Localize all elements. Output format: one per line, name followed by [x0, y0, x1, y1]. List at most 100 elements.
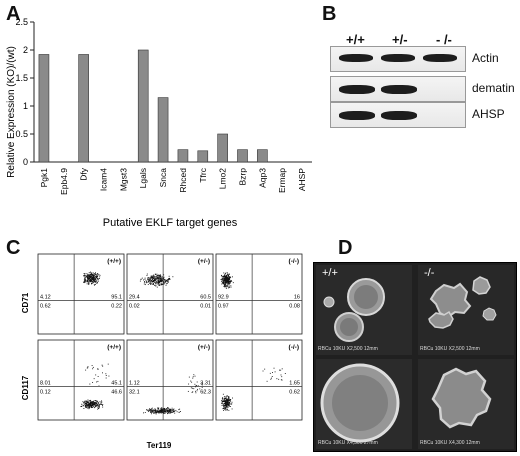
- event-dot: [167, 410, 169, 411]
- quadrant-percent: 0.01: [200, 303, 211, 309]
- event-dot: [91, 279, 93, 281]
- category-label: Epb4.9: [59, 168, 69, 195]
- event-dot: [226, 399, 228, 401]
- event-dot: [229, 398, 231, 400]
- event-dot: [224, 400, 226, 402]
- event-dot: [149, 278, 151, 280]
- event-dot: [156, 275, 158, 277]
- event-dot: [172, 411, 174, 413]
- event-dot: [154, 281, 156, 283]
- event-dot: [89, 277, 91, 279]
- y-axis-label: Relative Expression (KO)/(wt): [6, 46, 17, 178]
- event-dot: [90, 279, 92, 281]
- event-dot: [89, 405, 91, 407]
- event-dot: [271, 376, 273, 377]
- event-dot: [158, 411, 160, 413]
- event-dot: [159, 284, 161, 286]
- event-dot: [91, 282, 93, 284]
- event-dot: [226, 395, 228, 397]
- event-dot: [281, 379, 283, 381]
- event-dot: [153, 410, 155, 412]
- event-dot: [227, 398, 229, 400]
- event-dot: [93, 274, 95, 276]
- event-dot: [163, 282, 165, 284]
- event-dot: [226, 274, 228, 276]
- y-tick-label: 0.5: [15, 129, 28, 139]
- event-dot: [193, 374, 195, 376]
- event-dot: [221, 400, 223, 402]
- event-dot: [87, 283, 89, 285]
- event-dot: [223, 408, 224, 409]
- event-dot: [228, 286, 230, 288]
- event-dot: [224, 403, 226, 404]
- event-dot: [164, 409, 166, 411]
- event-dot: [97, 406, 99, 408]
- event-dot: [151, 410, 153, 412]
- event-dot: [95, 274, 97, 276]
- event-dot: [225, 404, 227, 405]
- event-dot: [222, 397, 224, 399]
- event-dot: [223, 286, 225, 287]
- flow-plot: (-/-) 92.9 16 0.97 0.08: [215, 253, 303, 335]
- event-dot: [80, 406, 82, 407]
- event-dot: [224, 280, 226, 282]
- event-dot: [83, 281, 84, 283]
- event-dot: [221, 402, 223, 404]
- event-dot: [223, 396, 225, 398]
- event-dot: [154, 282, 156, 284]
- event-dot: [160, 280, 162, 281]
- event-dot: [89, 402, 91, 404]
- event-dot: [165, 280, 167, 282]
- y-tick-label: 1.5: [15, 73, 28, 83]
- event-dot: [168, 412, 170, 414]
- event-dot: [87, 279, 89, 280]
- event-dot: [165, 284, 167, 286]
- event-dot: [88, 278, 90, 280]
- flow-genotype-label: (+/-): [198, 344, 210, 351]
- rbc-small: [323, 296, 335, 308]
- event-dot: [88, 281, 90, 283]
- event-dot: [149, 277, 151, 279]
- blot-band: [381, 54, 415, 62]
- event-dot: [91, 407, 92, 409]
- event-dot: [85, 400, 87, 402]
- event-dot: [224, 402, 226, 404]
- event-dot: [84, 405, 86, 407]
- event-dot: [153, 412, 155, 414]
- event-dot: [222, 398, 223, 400]
- event-dot: [161, 408, 163, 410]
- event-dot: [271, 377, 272, 379]
- event-dot: [98, 278, 100, 279]
- event-dot: [273, 367, 275, 369]
- event-dot: [92, 280, 94, 282]
- event-dot: [228, 405, 230, 407]
- event-dot: [86, 279, 88, 281]
- event-dot: [87, 274, 89, 276]
- event-dot: [156, 410, 158, 412]
- event-dot: [84, 274, 85, 276]
- event-dot: [144, 281, 145, 283]
- quadrant-percent: 4.12: [40, 294, 51, 300]
- event-dot: [94, 273, 96, 275]
- sem-caption: RBCu 10KU X4,300 12mm: [420, 440, 480, 446]
- event-dot: [225, 405, 227, 407]
- event-dot: [84, 276, 86, 278]
- event-dot: [165, 409, 167, 411]
- event-dot: [143, 412, 145, 414]
- quadrant-percent: 62.3: [200, 389, 211, 395]
- panel-a-label: A: [6, 3, 21, 25]
- event-dot: [92, 368, 94, 370]
- event-dot: [227, 404, 229, 406]
- event-dot: [175, 409, 177, 411]
- event-dot: [155, 276, 157, 278]
- event-dot: [105, 377, 107, 379]
- blot-band: [381, 111, 417, 120]
- event-dot: [154, 412, 156, 414]
- event-dot: [147, 279, 149, 281]
- event-dot: [83, 282, 85, 284]
- event-dot: [228, 403, 230, 404]
- event-dot: [83, 275, 85, 277]
- event-dot: [195, 390, 197, 392]
- event-dot: [171, 407, 173, 409]
- event-dot: [160, 279, 162, 281]
